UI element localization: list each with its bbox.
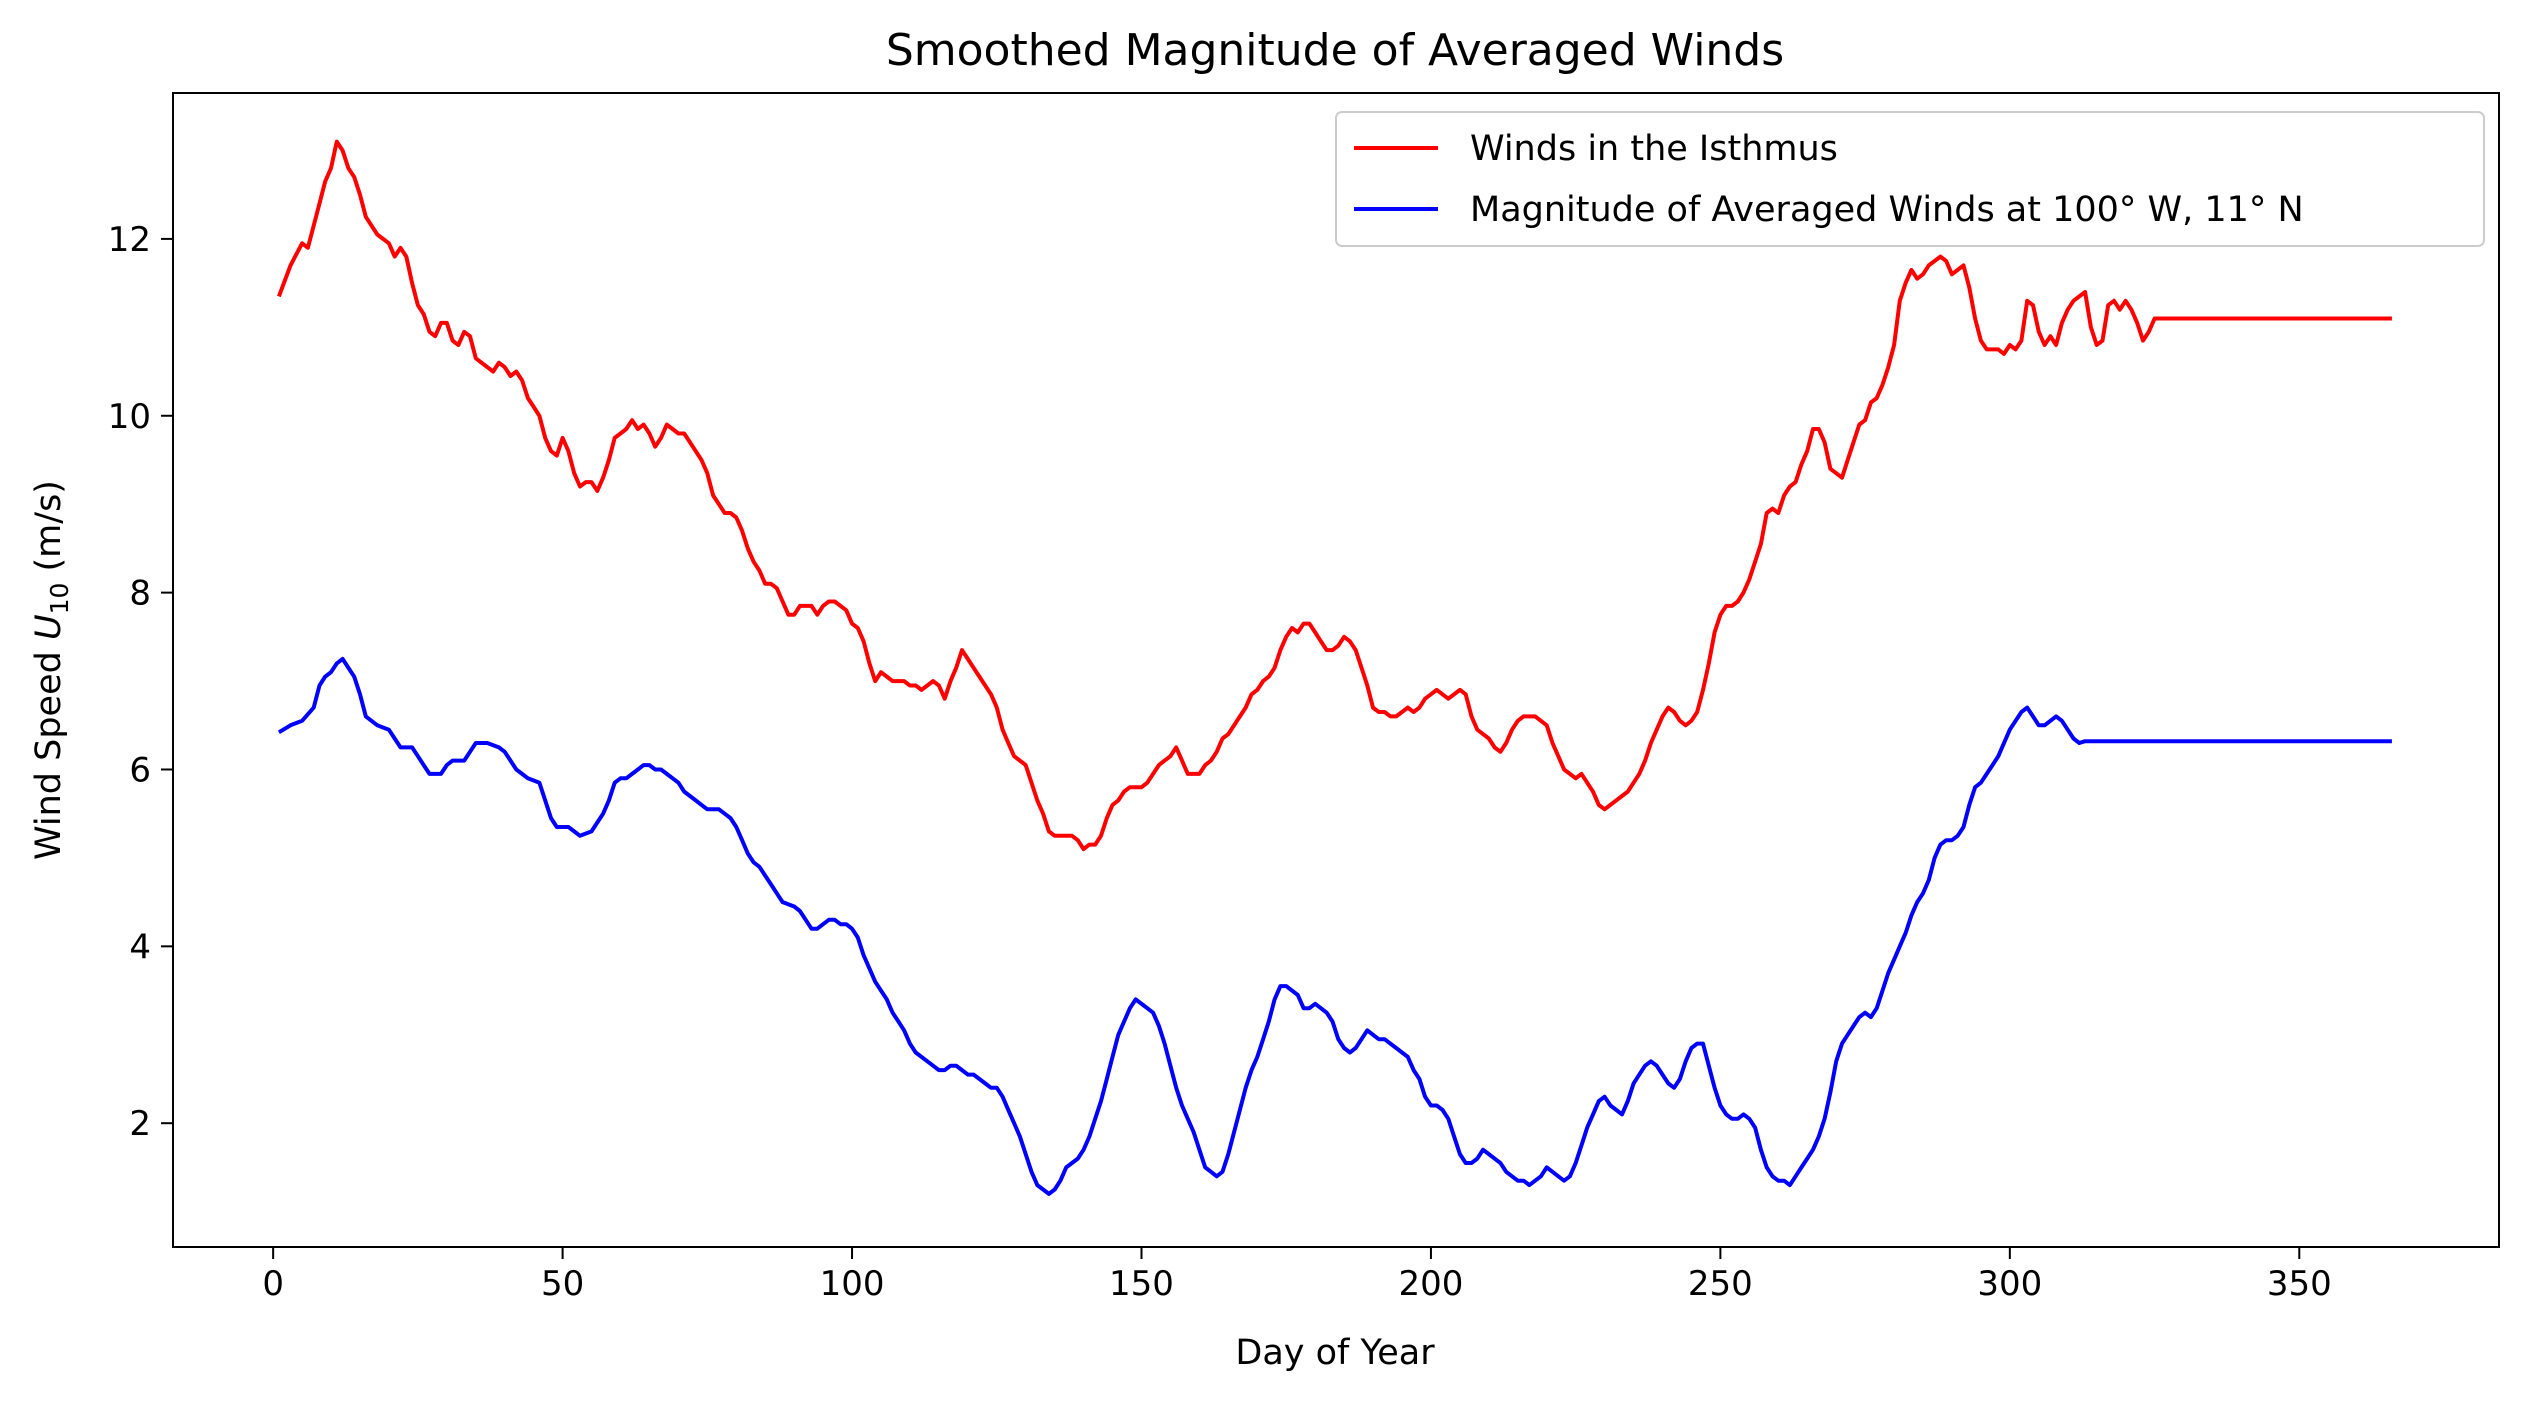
x-tick-label-50: 50 xyxy=(541,1264,584,1304)
x-axis-ticks: 0 50 100 150 200 250 300 350 xyxy=(262,1247,2332,1304)
x-tick-label-300: 300 xyxy=(1977,1264,2042,1304)
chart-title: Smoothed Magnitude of Averaged Winds xyxy=(886,25,1784,76)
plot-frame xyxy=(172,92,2500,1248)
y-tick-label-6: 6 xyxy=(129,750,151,790)
x-tick-label-150: 150 xyxy=(1109,1264,1174,1304)
x-tick-label-200: 200 xyxy=(1398,1264,1463,1304)
y-tick-label-10: 10 xyxy=(108,397,151,437)
y-tick-label-12: 12 xyxy=(108,220,151,260)
legend-label-isthmus: Winds in the Isthmus xyxy=(1470,129,1838,169)
x-tick-label-100: 100 xyxy=(820,1264,885,1304)
y-axis-label-unit: (m/s) xyxy=(29,480,69,583)
x-axis-label: Day of Year xyxy=(1235,1333,1435,1373)
y-axis-label: Wind Speed U10 (m/s) xyxy=(29,480,74,860)
series-line-averaged xyxy=(277,656,2392,1196)
legend: Winds in the Isthmus Magnitude of Averag… xyxy=(1335,111,2485,247)
y-axis-ticks: 2 4 6 8 10 12 xyxy=(108,220,173,1144)
legend-label-averaged: Magnitude of Averaged Winds at 100° W, 1… xyxy=(1470,190,2304,230)
x-tick-label-0: 0 xyxy=(262,1264,284,1304)
y-axis-label-main: Wind Speed xyxy=(29,640,69,860)
series-line-isthmus xyxy=(277,139,2392,852)
x-tick-label-350: 350 xyxy=(2267,1264,2332,1304)
y-axis-label-sub: 10 xyxy=(45,583,74,615)
y-axis-label-var: U xyxy=(29,614,69,640)
legend-box xyxy=(1335,111,2485,247)
y-tick-label-2: 2 xyxy=(129,1104,151,1144)
y-tick-label-4: 4 xyxy=(129,927,151,967)
series-layer xyxy=(277,139,2392,1196)
x-tick-label-250: 250 xyxy=(1688,1264,1753,1304)
y-tick-label-8: 8 xyxy=(129,574,151,614)
